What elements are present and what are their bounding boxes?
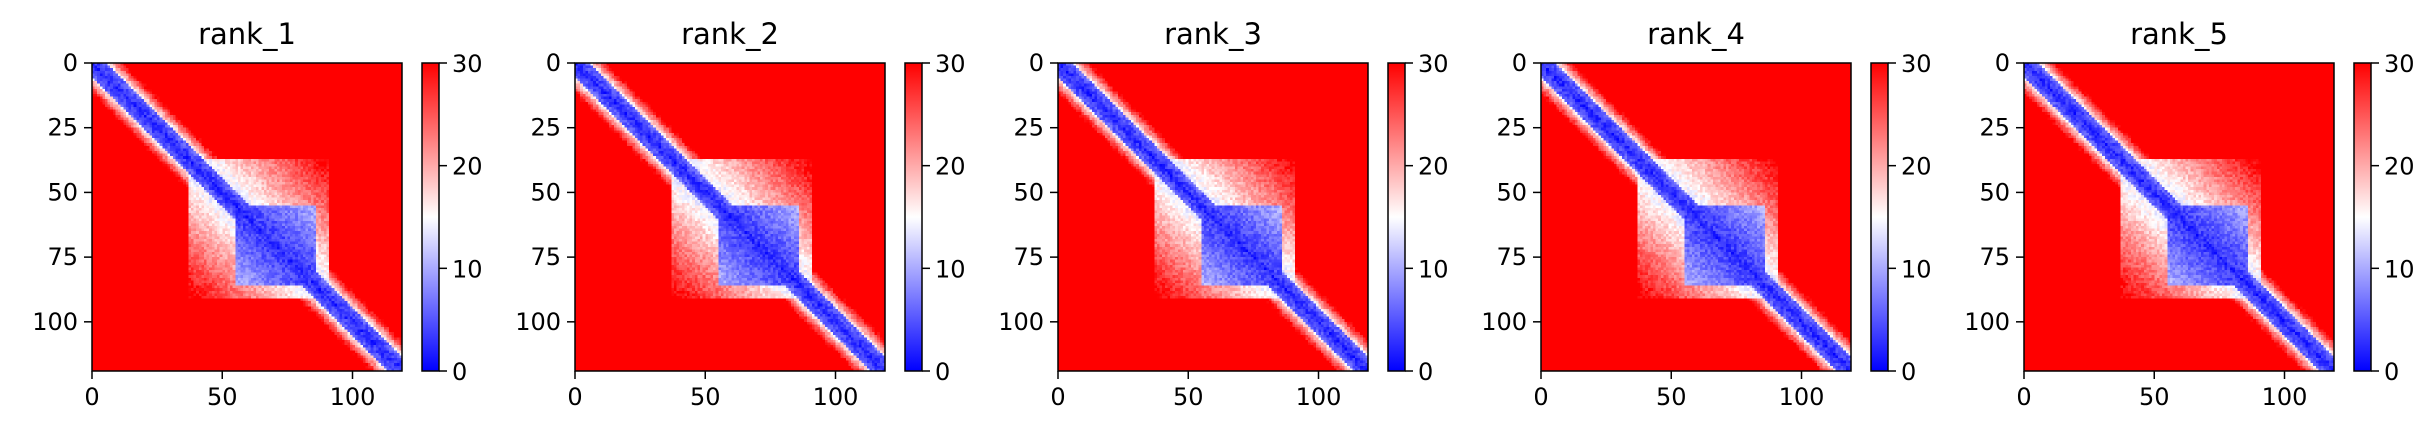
heatmap-image xyxy=(575,63,885,371)
y-tick-label: 25 xyxy=(1979,114,2010,142)
y-tick-label: 100 xyxy=(1481,308,1527,336)
axes-frame xyxy=(2023,62,2335,372)
y-tick-label: 75 xyxy=(530,243,561,271)
axes-frame xyxy=(91,62,403,372)
panel-5: rank_5 0 50 100 0 25 50 75 100 0 10 20 30 xyxy=(1964,17,2414,411)
y-tick-label: 0 xyxy=(546,49,561,77)
y-tick-label: 50 xyxy=(1013,178,1044,206)
y-tick-label: 0 xyxy=(1995,49,2010,77)
x-tick-label: 50 xyxy=(690,383,721,411)
colorbar-tick-label: 0 xyxy=(1418,358,1433,386)
y-tick-label: 50 xyxy=(1496,178,1527,206)
x-tick-label: 100 xyxy=(813,383,859,411)
heatmap-image xyxy=(2024,63,2334,371)
colorbar-tick-label: 10 xyxy=(1901,255,1932,283)
x-tick-label: 100 xyxy=(330,383,376,411)
panel-2: rank_2 0 50 100 0 25 50 75 100 0 10 20 30 xyxy=(515,17,965,411)
colorbar xyxy=(904,62,923,372)
panel-title: rank_1 xyxy=(198,17,296,51)
x-tick-label: 0 xyxy=(1533,383,1548,411)
colorbar xyxy=(421,62,440,372)
panel-4: rank_4 0 50 100 0 25 50 75 100 0 10 20 30 xyxy=(1481,17,1931,411)
colorbar-tick-label: 10 xyxy=(935,255,966,283)
panel-1: rank_1 0 50 100 0 25 50 75 100 0 10 20 30 xyxy=(32,17,482,411)
colorbar-tick-label: 20 xyxy=(1901,153,1932,181)
panel-3: rank_3 0 50 100 0 25 50 75 100 0 10 20 30 xyxy=(998,17,1448,411)
colorbar-tick-label: 30 xyxy=(2384,50,2415,78)
heatmap-image xyxy=(1541,63,1851,371)
y-tick-label: 100 xyxy=(32,308,78,336)
colorbar xyxy=(2353,62,2372,372)
x-tick-label: 50 xyxy=(1173,383,1204,411)
colorbar-tick-label: 0 xyxy=(2384,358,2399,386)
y-tick-label: 100 xyxy=(998,308,1044,336)
colorbar-tick-label: 0 xyxy=(1901,358,1916,386)
colorbar-tick-label: 20 xyxy=(2384,153,2415,181)
x-tick-label: 0 xyxy=(2016,383,2031,411)
heatmap-image xyxy=(92,63,402,371)
x-tick-label: 100 xyxy=(1779,383,1825,411)
colorbar-tick-label: 0 xyxy=(935,358,950,386)
y-tick-label: 25 xyxy=(1013,114,1044,142)
y-tick-label: 0 xyxy=(63,49,78,77)
colorbar-tick-label: 30 xyxy=(1901,50,1932,78)
colorbar-tick-label: 0 xyxy=(452,358,467,386)
colorbar-tick-label: 10 xyxy=(1418,255,1449,283)
x-tick-label: 100 xyxy=(1296,383,1342,411)
panel-title: rank_4 xyxy=(1647,17,1745,51)
x-tick-label: 50 xyxy=(1656,383,1687,411)
colorbar-tick-label: 20 xyxy=(1418,153,1449,181)
x-tick-label: 50 xyxy=(207,383,238,411)
heatmap-image xyxy=(1058,63,1368,371)
y-tick-label: 100 xyxy=(1964,308,2010,336)
y-tick-label: 75 xyxy=(47,243,78,271)
x-tick-label: 100 xyxy=(2262,383,2308,411)
axes-frame xyxy=(1540,62,1852,372)
x-tick-label: 0 xyxy=(84,383,99,411)
y-tick-label: 50 xyxy=(1979,178,2010,206)
panel-title: rank_3 xyxy=(1164,17,1262,51)
y-tick-label: 25 xyxy=(47,114,78,142)
x-tick-label: 0 xyxy=(1050,383,1065,411)
x-tick-label: 0 xyxy=(567,383,582,411)
colorbar-tick-label: 10 xyxy=(452,255,483,283)
colorbar-tick-label: 30 xyxy=(1418,50,1449,78)
colorbar-tick-label: 10 xyxy=(2384,255,2415,283)
y-tick-label: 0 xyxy=(1029,49,1044,77)
colorbar-tick-label: 20 xyxy=(935,153,966,181)
axes-frame xyxy=(1057,62,1369,372)
colorbar-tick-label: 30 xyxy=(452,50,483,78)
y-tick-label: 100 xyxy=(515,308,561,336)
x-tick-label: 50 xyxy=(2139,383,2170,411)
axes-frame xyxy=(574,62,886,372)
y-tick-label: 0 xyxy=(1512,49,1527,77)
y-tick-label: 75 xyxy=(1979,243,2010,271)
y-tick-label: 75 xyxy=(1496,243,1527,271)
y-tick-label: 25 xyxy=(1496,114,1527,142)
y-tick-label: 25 xyxy=(530,114,561,142)
panel-title: rank_2 xyxy=(681,17,779,51)
colorbar-tick-label: 30 xyxy=(935,50,966,78)
y-tick-label: 50 xyxy=(47,178,78,206)
y-tick-label: 75 xyxy=(1013,243,1044,271)
panel-title: rank_5 xyxy=(2130,17,2228,51)
y-tick-label: 50 xyxy=(530,178,561,206)
colorbar xyxy=(1387,62,1406,372)
colorbar xyxy=(1870,62,1889,372)
colorbar-tick-label: 20 xyxy=(452,153,483,181)
